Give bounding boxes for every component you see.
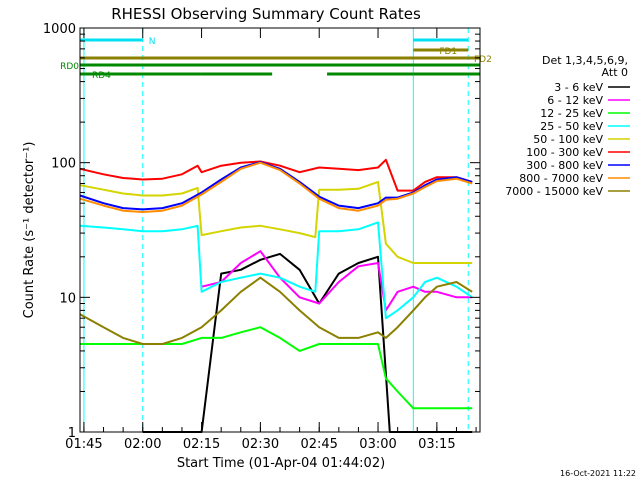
series-line-8 <box>79 276 473 345</box>
y-axis-label: Count Rate (s⁻¹ detector⁻¹) <box>22 142 37 319</box>
y-tick-label: 1 <box>68 426 76 441</box>
state-label-rd0: RD0 <box>60 62 79 72</box>
state-label-rd4: RD4 <box>92 71 111 81</box>
plot-lines <box>79 28 473 433</box>
chart-title: RHESSI Observing Summary Count Rates <box>111 5 421 23</box>
series-line-5 <box>79 158 473 192</box>
x-axis-label: Start Time (01-Apr-04 01:44:02) <box>177 456 385 471</box>
x-tick-label: 02:15 <box>183 437 220 452</box>
state-bars: N FD1 FD2 RD0 RD4 <box>60 37 492 81</box>
legend-header: Det 1,3,4,5,6,9, <box>542 54 628 67</box>
series-line-6 <box>79 161 473 211</box>
legend-label: 25 - 50 keV <box>540 120 603 133</box>
state-label-fd2: FD2 <box>474 55 492 65</box>
series-line-3 <box>79 221 473 320</box>
x-tick-label: 02:45 <box>300 437 337 452</box>
x-tick-label: 02:00 <box>124 437 161 452</box>
footer-date: 16-Oct-2021 11:22 <box>560 469 636 478</box>
axes: 01:45 02:00 02:15 02:30 02:45 03:00 03:15 1 10 10… <box>43 22 481 452</box>
series-line-1 <box>201 250 473 312</box>
x-tick-label: 01:45 <box>65 437 102 452</box>
legend-label: 6 - 12 keV <box>547 94 603 107</box>
y-tick-label: 1000 <box>43 22 76 37</box>
legend-label: 300 - 800 keV <box>526 159 603 172</box>
series-line-0 <box>142 252 473 433</box>
series-line-4 <box>79 180 473 264</box>
legend-label: 12 - 25 keV <box>540 107 603 120</box>
y-tick-label: 10 <box>59 291 76 306</box>
legend-label: 3 - 6 keV <box>554 81 603 94</box>
x-tick-label: 02:30 <box>242 437 279 452</box>
state-label-fd1: FD1 <box>439 47 457 57</box>
series-line-7 <box>79 161 473 213</box>
y-tick-label: 100 <box>51 157 76 172</box>
legend-label: 100 - 300 keV <box>526 146 603 159</box>
legend-label: 7000 - 15000 keV <box>505 185 603 198</box>
legend-header: Att 0 <box>602 66 628 79</box>
legend-label: 800 - 7000 keV <box>519 172 603 185</box>
legend-label: 50 - 100 keV <box>533 133 603 146</box>
x-tick-label: 03:00 <box>359 437 396 452</box>
state-label-n: N <box>149 37 156 47</box>
x-tick-label: 03:15 <box>418 437 455 452</box>
